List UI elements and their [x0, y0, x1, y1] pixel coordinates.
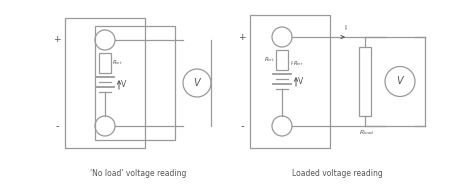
Bar [250, 15, 330, 148]
Text: 'No load' voltage reading: 'No load' voltage reading [90, 169, 186, 178]
Text: $R_{load}$: $R_{load}$ [359, 128, 375, 137]
Text: +: + [238, 33, 246, 42]
Text: V: V [121, 80, 126, 89]
Bar [276, 50, 288, 70]
Text: Loaded voltage reading: Loaded voltage reading [292, 169, 383, 178]
Text: $R_{int}$: $R_{int}$ [112, 59, 123, 68]
Text: V: V [397, 77, 403, 86]
Bar [99, 53, 111, 73]
Text: V: V [194, 78, 201, 88]
Bar [95, 26, 175, 140]
Text: I: I [344, 25, 346, 31]
Bar [65, 18, 145, 148]
Text: -: - [240, 121, 244, 131]
Text: +: + [53, 36, 61, 45]
Bar [359, 47, 371, 116]
Text: -: - [55, 121, 59, 131]
Text: V: V [298, 77, 303, 86]
Text: $I{\cdot}R_{int}$: $I{\cdot}R_{int}$ [290, 60, 304, 68]
Text: $R_{int}$: $R_{int}$ [264, 56, 275, 64]
